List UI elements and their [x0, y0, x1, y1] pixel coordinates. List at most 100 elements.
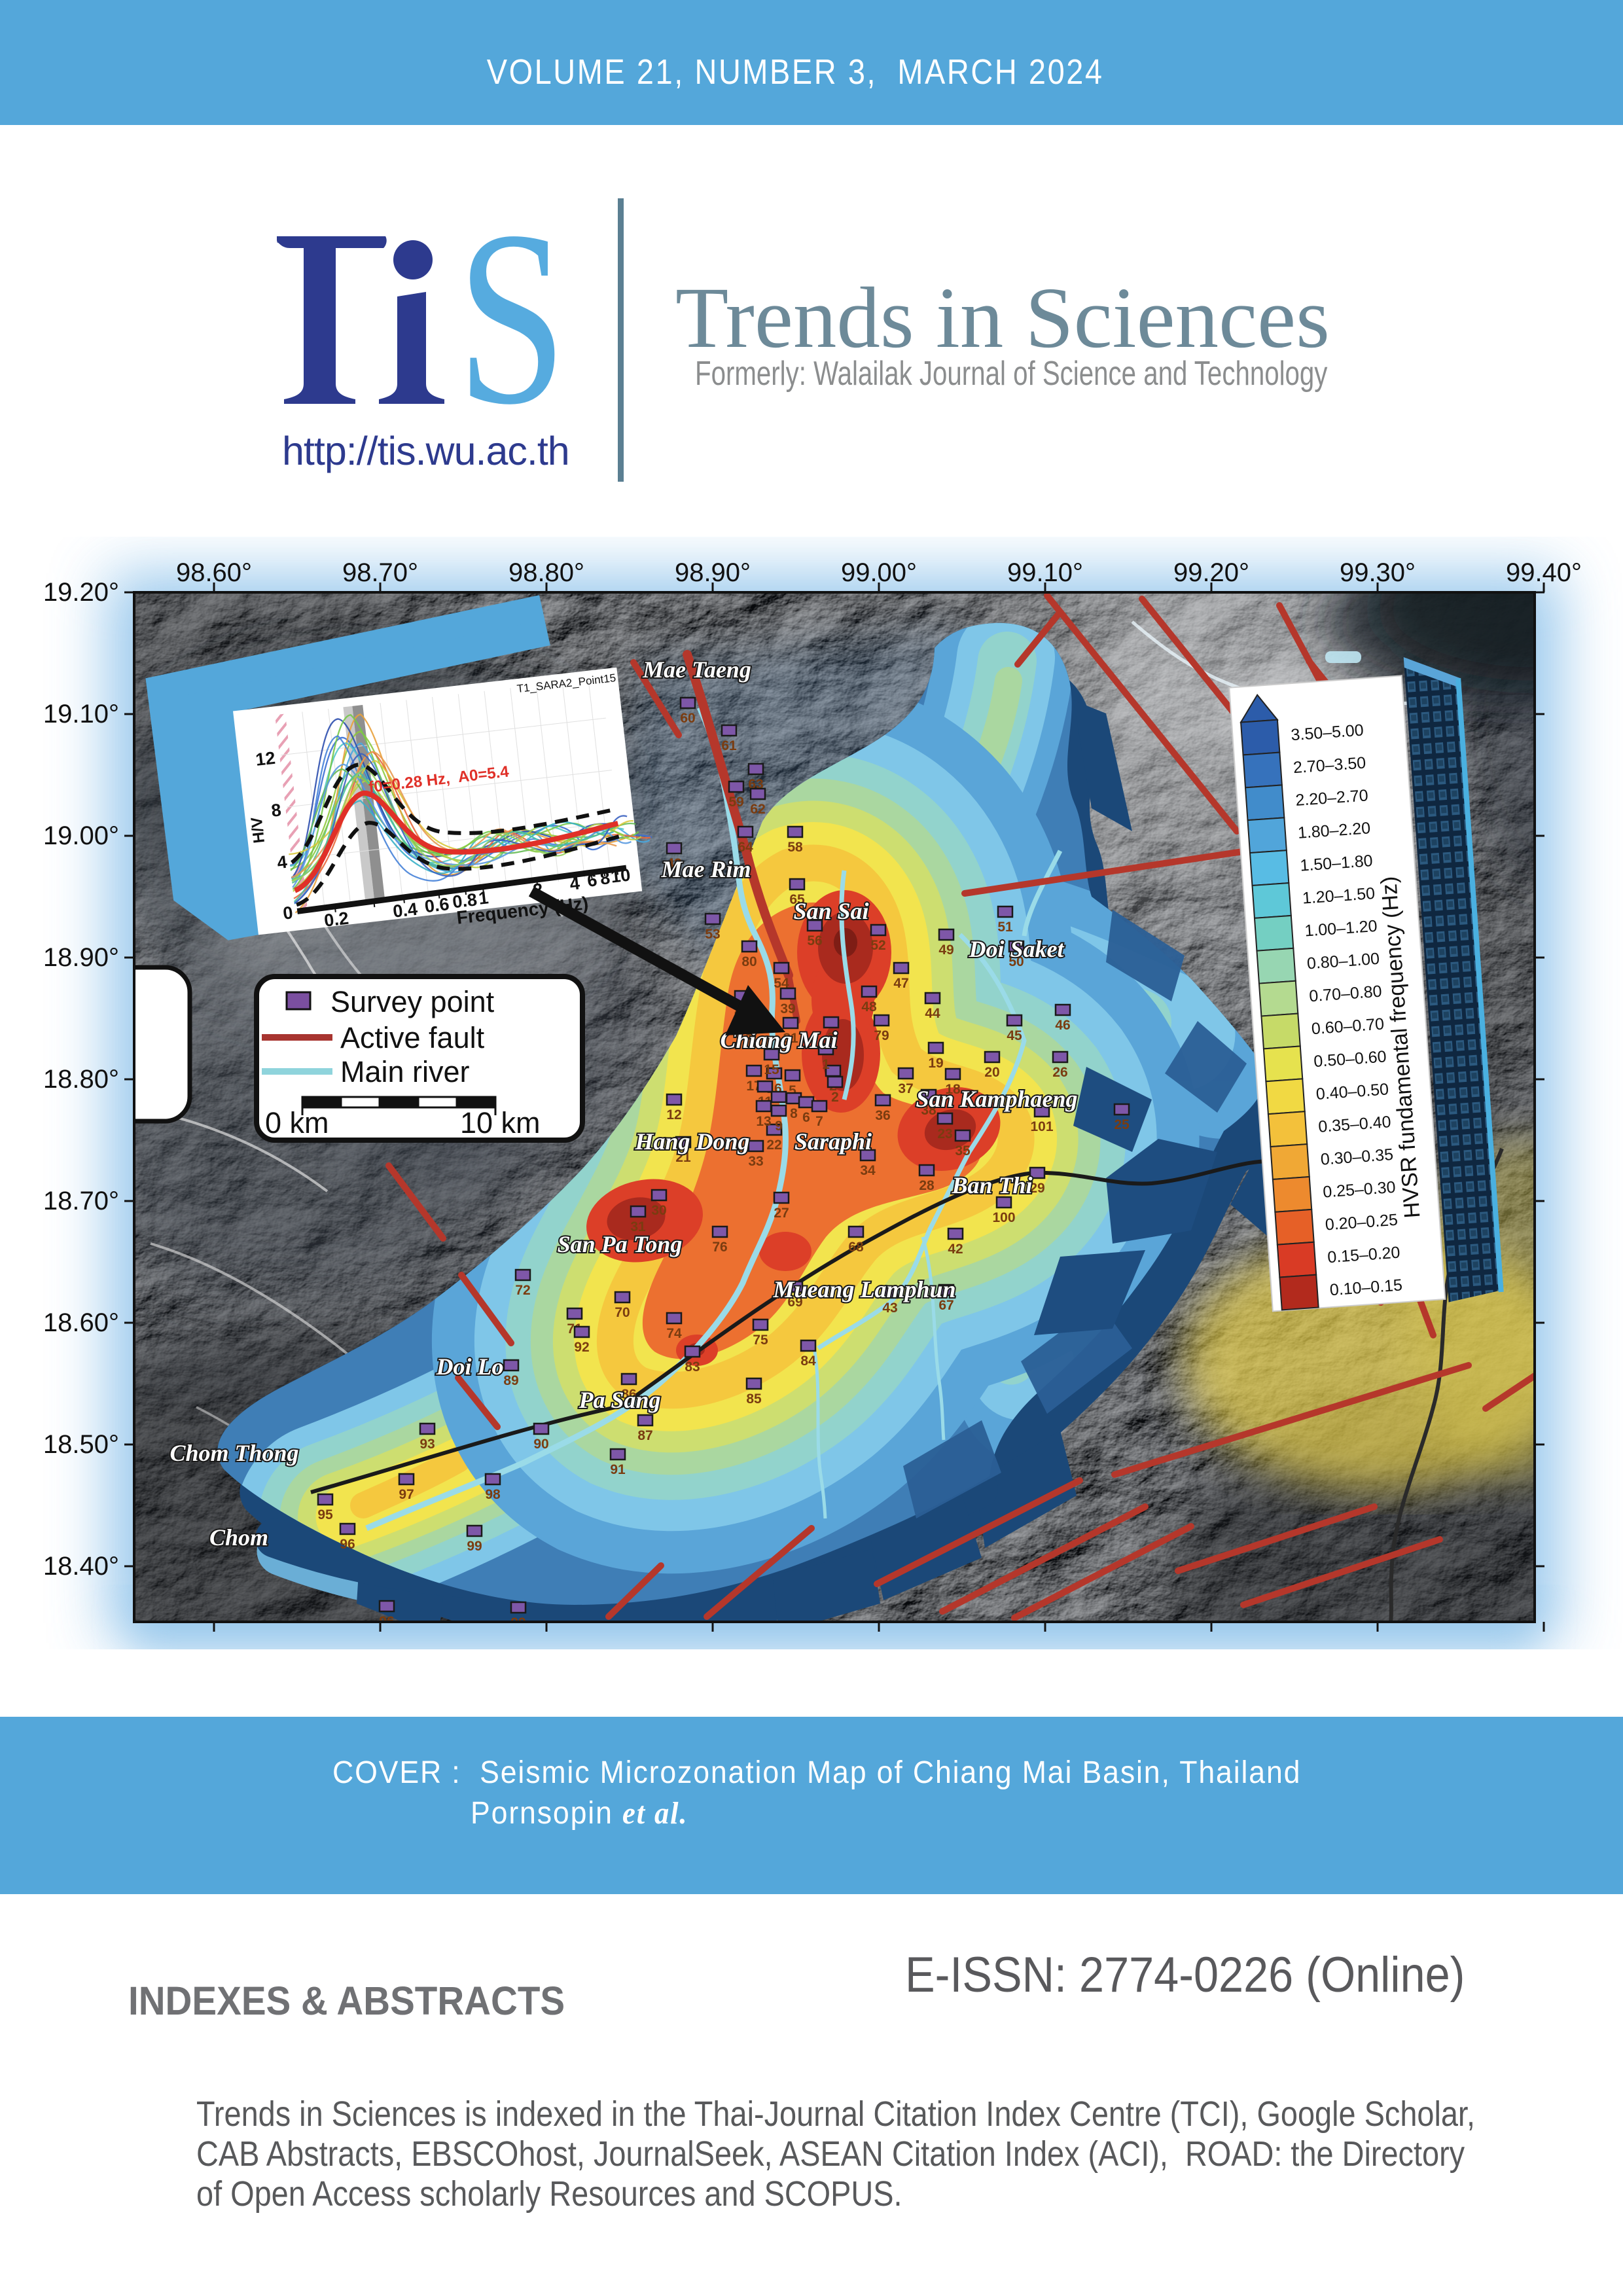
svg-text:Mae Rim: Mae Rim — [660, 856, 751, 882]
svg-text:58: 58 — [787, 840, 803, 855]
svg-text:80: 80 — [741, 954, 757, 969]
svg-text:50: 50 — [1008, 954, 1024, 969]
svg-text:Pa Sang: Pa Sang — [578, 1387, 660, 1413]
svg-text:21: 21 — [675, 1150, 691, 1165]
svg-text:69: 69 — [787, 1295, 802, 1310]
svg-text:19.20°: 19.20° — [43, 578, 119, 607]
svg-text:9: 9 — [775, 1119, 783, 1134]
svg-text:San Sai: San Sai — [793, 898, 868, 924]
svg-text:4: 4 — [569, 873, 580, 894]
svg-text:27: 27 — [774, 1206, 789, 1221]
svg-text:Doi Saket: Doi Saket — [968, 936, 1064, 962]
svg-text:45: 45 — [1007, 1028, 1022, 1043]
svg-text:79: 79 — [874, 1028, 889, 1043]
svg-text:49: 49 — [938, 942, 954, 958]
svg-text:85: 85 — [746, 1391, 762, 1407]
svg-text:93: 93 — [419, 1437, 435, 1452]
svg-text:72: 72 — [515, 1283, 530, 1298]
svg-text:18.60°: 18.60° — [43, 1308, 119, 1337]
svg-text:1: 1 — [478, 888, 490, 908]
svg-text:99: 99 — [467, 1539, 482, 1554]
svg-text:Chom: Chom — [209, 1524, 268, 1551]
svg-text:97: 97 — [399, 1487, 414, 1502]
svg-text:84: 84 — [800, 1354, 816, 1369]
svg-text:12: 12 — [255, 748, 276, 770]
svg-text:10 km: 10 km — [460, 1106, 541, 1139]
svg-text:76: 76 — [712, 1240, 727, 1255]
svg-text:http://tis.wu.ac.th: http://tis.wu.ac.th — [282, 429, 569, 473]
svg-text:42: 42 — [666, 856, 681, 871]
svg-text:53: 53 — [705, 927, 720, 942]
svg-text:98: 98 — [485, 1487, 501, 1502]
svg-text:56: 56 — [807, 933, 822, 948]
svg-text:89: 89 — [503, 1373, 518, 1388]
svg-text:29: 29 — [1029, 1181, 1044, 1196]
svg-text:18.90°: 18.90° — [43, 943, 119, 972]
svg-text:San Pa Tong: San Pa Tong — [558, 1231, 683, 1257]
svg-text:37: 37 — [898, 1081, 913, 1096]
svg-text:75: 75 — [753, 1333, 768, 1348]
svg-text:99.30°: 99.30° — [1340, 558, 1416, 587]
svg-text:H/V: H/V — [248, 816, 268, 844]
svg-text:18.70°: 18.70° — [43, 1187, 119, 1215]
svg-text:Survey point: Survey point — [330, 985, 495, 1018]
svg-text:99: 99 — [510, 1615, 526, 1630]
svg-text:54: 54 — [774, 976, 789, 991]
svg-text:86: 86 — [621, 1387, 636, 1402]
svg-text:42: 42 — [948, 1242, 963, 1257]
svg-text:19.10°: 19.10° — [43, 700, 119, 728]
svg-text:33: 33 — [748, 1154, 763, 1169]
svg-text:15: 15 — [764, 1062, 779, 1077]
svg-text:65: 65 — [789, 892, 805, 907]
svg-text:13: 13 — [756, 1114, 771, 1129]
svg-text:0 km: 0 km — [265, 1106, 329, 1139]
svg-text:18.50°: 18.50° — [43, 1430, 119, 1459]
svg-text:98.60°: 98.60° — [176, 558, 252, 587]
svg-text:25: 25 — [1114, 1117, 1130, 1132]
svg-text:18.40°: 18.40° — [43, 1552, 119, 1581]
svg-text:7: 7 — [815, 1114, 823, 1129]
svg-text:62: 62 — [750, 802, 765, 817]
svg-text:35: 35 — [955, 1143, 971, 1158]
svg-text:S: S — [457, 179, 567, 456]
svg-text:83: 83 — [685, 1359, 700, 1374]
svg-text:96: 96 — [340, 1537, 355, 1552]
svg-text:99.00°: 99.00° — [841, 558, 917, 587]
svg-text:43: 43 — [882, 1300, 897, 1316]
svg-text:67: 67 — [938, 1298, 954, 1313]
svg-text:98.80°: 98.80° — [508, 558, 584, 587]
svg-text:44: 44 — [925, 1006, 940, 1021]
svg-text:20: 20 — [984, 1065, 999, 1080]
svg-text:48: 48 — [861, 999, 877, 1014]
svg-text:22: 22 — [766, 1138, 781, 1153]
svg-text:96: 96 — [379, 1614, 394, 1629]
svg-text:64: 64 — [738, 840, 753, 855]
svg-text:18.80°: 18.80° — [43, 1065, 119, 1094]
svg-text:47: 47 — [893, 976, 908, 991]
svg-text:98.90°: 98.90° — [675, 558, 751, 587]
svg-text:70: 70 — [615, 1305, 630, 1320]
svg-text:19.00°: 19.00° — [43, 821, 119, 850]
svg-text:23: 23 — [937, 1126, 952, 1141]
svg-text:0.6: 0.6 — [423, 894, 450, 916]
svg-text:95: 95 — [317, 1507, 333, 1522]
svg-text:100: 100 — [992, 1210, 1015, 1225]
svg-text:Hang Dong: Hang Dong — [634, 1128, 749, 1155]
svg-text:46: 46 — [1055, 1018, 1070, 1033]
svg-text:3: 3 — [827, 1030, 835, 1045]
svg-text:19: 19 — [928, 1056, 943, 1071]
svg-text:99.10°: 99.10° — [1007, 558, 1083, 587]
svg-text:87: 87 — [637, 1428, 652, 1443]
svg-text:0.8: 0.8 — [452, 889, 478, 912]
svg-text:59: 59 — [728, 795, 743, 810]
svg-text:Mae Taeng: Mae Taeng — [642, 656, 751, 683]
svg-text:39: 39 — [780, 1001, 795, 1016]
svg-text:38: 38 — [921, 1103, 936, 1118]
svg-text:74: 74 — [666, 1326, 682, 1341]
svg-text:34: 34 — [860, 1163, 876, 1178]
svg-text:Doi Lo: Doi Lo — [436, 1354, 504, 1380]
svg-text:52: 52 — [870, 938, 885, 953]
svg-text:6: 6 — [802, 1110, 810, 1125]
svg-text:90: 90 — [533, 1437, 548, 1452]
svg-text:101: 101 — [1030, 1119, 1053, 1134]
